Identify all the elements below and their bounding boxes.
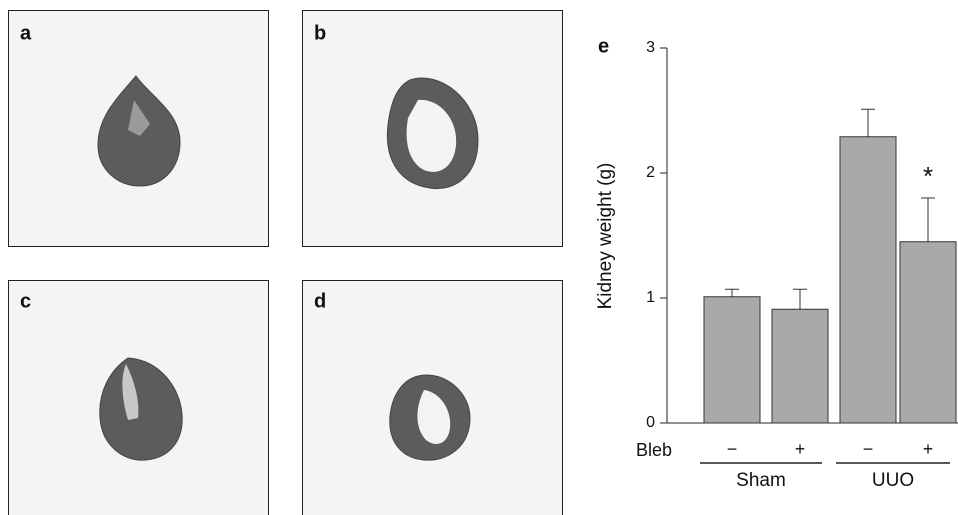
panel-label: e [598,35,609,57]
panel-b: b [302,10,563,247]
bar [839,136,897,424]
y-axis-label: Kidney weight (g) [595,163,616,310]
bar [703,296,761,424]
bar [899,241,957,424]
bar [771,308,829,424]
y-tick-label: 1 [646,289,655,306]
panel-label: a [20,22,32,44]
panel-label: c [20,290,31,312]
significance-marker: * [923,161,933,191]
group-label: UUO [872,470,914,491]
panel-label: b [314,22,326,44]
x-tick-label: − [727,439,738,459]
panel-c: c [8,280,269,515]
x-tick-label: − [863,439,874,459]
group-label: Sham [736,470,786,491]
row-label: Bleb [636,440,672,460]
kidney-hilum [128,100,150,136]
panel-d: d [302,280,563,515]
panel-a: a [8,10,269,247]
x-tick-label: + [795,439,806,459]
kidney-cavity [406,99,457,172]
y-tick-label: 2 [646,164,655,181]
kidney-image [99,357,183,461]
kidney-hilum [122,364,139,420]
x-tick-label: + [923,439,934,459]
panel-label: d [314,290,326,312]
y-tick-label: 3 [646,39,655,56]
y-tick-label: 0 [646,414,655,431]
kidney-cavity [417,390,451,444]
